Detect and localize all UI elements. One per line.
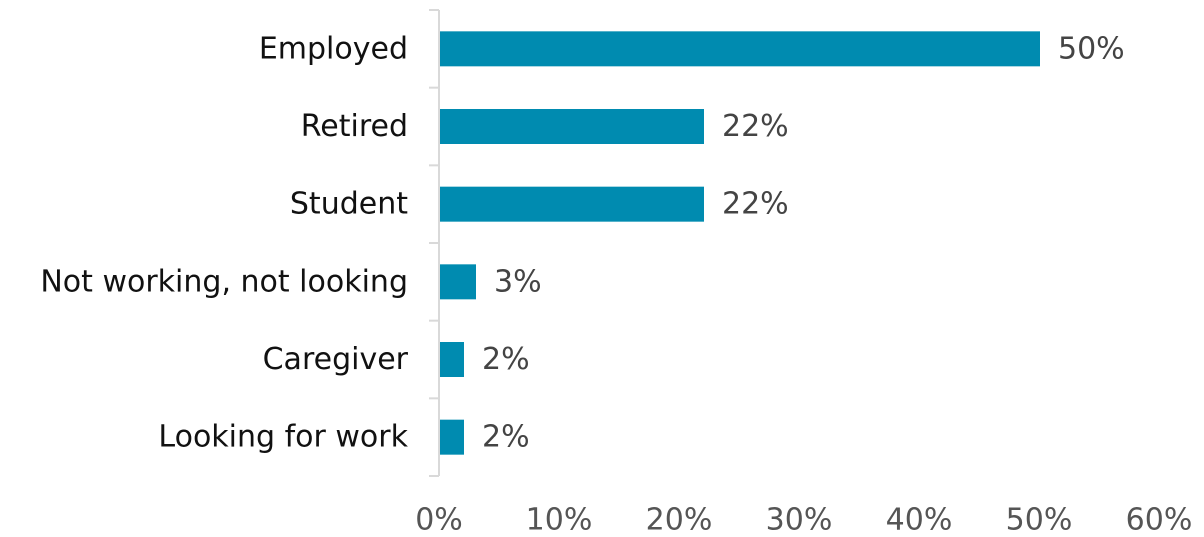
bar <box>440 31 1040 67</box>
category-label: Not working, not looking <box>40 264 408 299</box>
label-layer: Employed 50% Retired 22% Student 22% Not worki… <box>40 31 1192 537</box>
x-tick-label: 50% <box>1006 503 1073 537</box>
bar <box>440 109 704 144</box>
bar-layer <box>440 31 1040 455</box>
data-label: 2% <box>482 342 530 377</box>
category-label: Employed <box>259 31 408 66</box>
data-label: 2% <box>482 420 530 455</box>
bar <box>440 342 464 377</box>
category-label: Student <box>290 187 408 222</box>
bar <box>440 419 464 455</box>
data-label: 22% <box>722 187 789 222</box>
x-tick-label: 40% <box>886 503 953 537</box>
axis-layer <box>429 9 440 477</box>
x-tick-label: 10% <box>526 503 593 537</box>
bar <box>440 186 704 222</box>
x-tick-label: 30% <box>766 503 833 537</box>
bar <box>440 264 476 300</box>
x-tick-label: 20% <box>646 503 713 537</box>
x-tick-label: 0% <box>415 503 463 537</box>
category-label: Retired <box>301 109 408 144</box>
data-label: 50% <box>1058 31 1125 66</box>
category-label: Looking for work <box>158 420 408 455</box>
data-label: 22% <box>722 109 789 144</box>
data-label: 3% <box>494 264 542 299</box>
category-label: Caregiver <box>263 342 409 377</box>
x-tick-label: 60% <box>1126 503 1193 537</box>
